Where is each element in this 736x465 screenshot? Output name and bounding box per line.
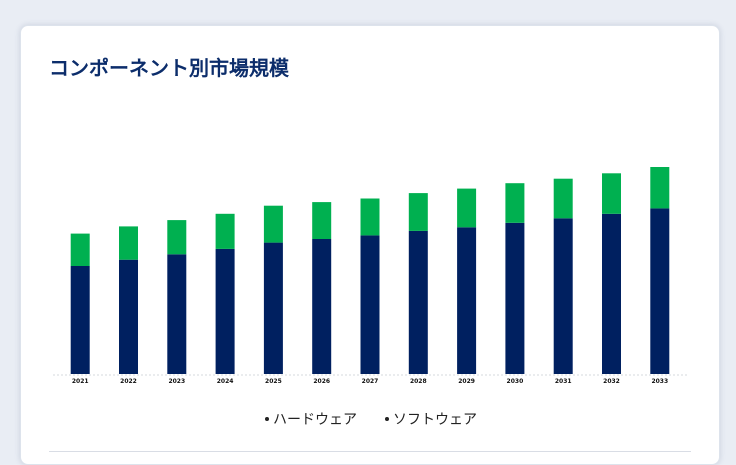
bar-hardware-2028[interactable] <box>408 230 428 374</box>
bar-software-2032[interactable] <box>602 173 621 214</box>
x-tick-label: 2021 <box>72 378 89 385</box>
bar-hardware-2027[interactable] <box>360 235 380 374</box>
x-tick-label: 2025 <box>265 378 282 385</box>
bar-software-2030[interactable] <box>505 183 525 223</box>
bar-software-2023[interactable] <box>167 220 187 255</box>
bar-hardware-2030[interactable] <box>505 222 525 374</box>
bar-hardware-2033[interactable] <box>650 208 670 374</box>
x-tick-label: 2024 <box>217 378 234 385</box>
legend-bullet-icon <box>385 417 389 421</box>
bar-hardware-2022[interactable] <box>119 259 138 374</box>
bars-layer <box>70 167 670 374</box>
bar-hardware-2025[interactable] <box>263 242 283 374</box>
bar-software-2031[interactable] <box>553 178 573 219</box>
bar-hardware-2032[interactable] <box>602 213 621 374</box>
x-tick-label: 2026 <box>313 378 330 385</box>
bar-hardware-2031[interactable] <box>553 218 573 374</box>
x-tick-labels: 2021 2022 2023 2024 2025 2026 2027 2028 2029 2030… <box>72 378 668 385</box>
x-tick-label: 2029 <box>458 378 475 385</box>
legend-label-software: ソフトウェア <box>393 412 477 428</box>
bar-software-2029[interactable] <box>457 188 477 228</box>
bar-software-2021[interactable] <box>70 233 90 266</box>
bar-software-2022[interactable] <box>119 226 138 260</box>
bar-hardware-2026[interactable] <box>312 239 332 374</box>
bar-hardware-2029[interactable] <box>457 227 477 374</box>
x-tick-label: 2030 <box>507 378 524 385</box>
bar-software-2027[interactable] <box>360 198 380 236</box>
bar-software-2024[interactable] <box>215 213 235 249</box>
legend-bullet-icon <box>265 417 269 421</box>
bar-software-2026[interactable] <box>312 202 332 239</box>
chart-title: コンポーネント別市場規模 <box>49 56 289 80</box>
bar-hardware-2024[interactable] <box>215 248 235 374</box>
bar-hardware-2023[interactable] <box>167 254 187 374</box>
x-tick-label: 2022 <box>120 378 137 385</box>
x-tick-label: 2023 <box>168 378 185 385</box>
stacked-bar-chart: 2021 2022 2023 2024 2025 2026 2027 2028 2029 2030… <box>53 167 689 385</box>
legend: ハードウェア ソフトウェア <box>21 409 721 429</box>
bar-software-2025[interactable] <box>263 205 283 243</box>
legend-item-software[interactable]: ソフトウェア <box>385 409 477 429</box>
bar-software-2028[interactable] <box>408 193 428 231</box>
x-tick-label: 2028 <box>410 378 427 385</box>
divider <box>49 451 691 452</box>
x-tick-label: 2032 <box>603 378 620 385</box>
x-tick-label: 2031 <box>555 378 572 385</box>
legend-label-hardware: ハードウェア <box>273 412 357 428</box>
legend-item-hardware[interactable]: ハードウェア <box>265 409 357 429</box>
chart-card: コンポーネント別市場規模 2021 2022 2023 2024 2025 2026 202… <box>20 25 720 465</box>
bar-software-2033[interactable] <box>650 167 670 209</box>
x-tick-label: 2027 <box>362 378 379 385</box>
x-tick-label: 2033 <box>651 378 668 385</box>
bar-hardware-2021[interactable] <box>70 266 90 374</box>
